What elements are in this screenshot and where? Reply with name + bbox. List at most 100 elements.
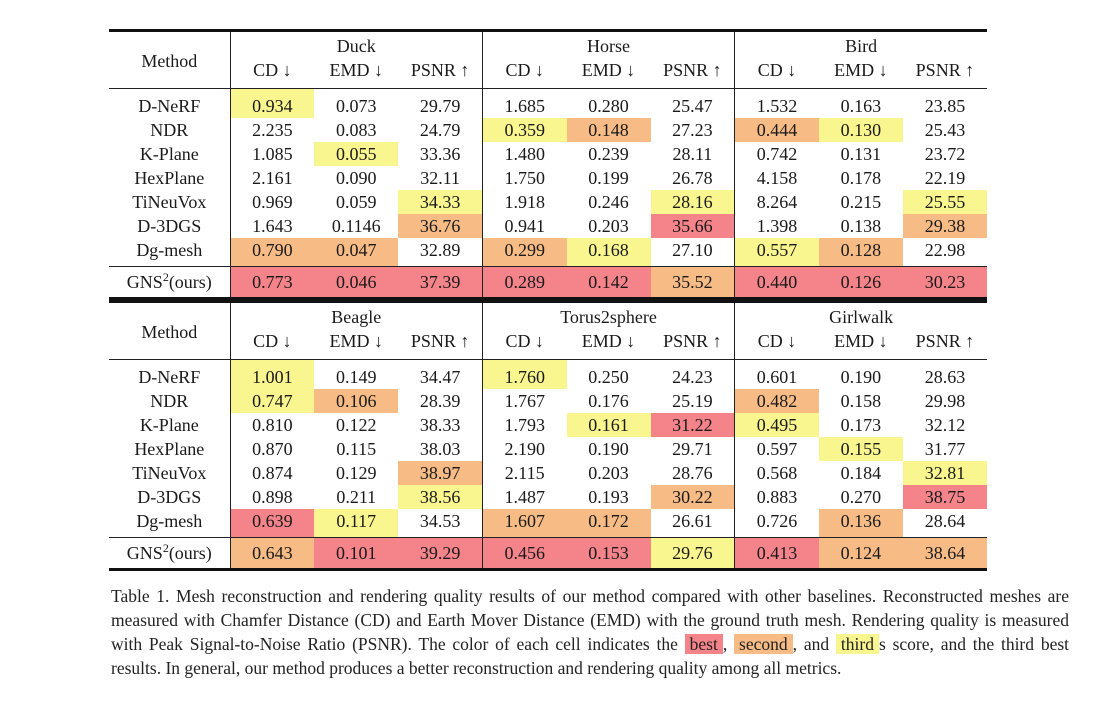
ours-method-base: GNS: [126, 271, 163, 292]
metric-header: CD ↓: [229, 58, 315, 89]
metric-header: EMD ↓: [834, 59, 888, 80]
top-rule: [109, 300, 987, 304]
ours-cell: 38.64: [902, 538, 987, 570]
metric-header: EMD ↓: [581, 59, 636, 80]
table-cell: 0.115: [336, 438, 377, 459]
dataset-header: Horse: [481, 32, 735, 58]
table-cell: 0.790: [229, 238, 315, 267]
table-row: K-Plane 1.085 0.055 33.36 1.480 0.239 28.11 0.7…: [109, 142, 987, 166]
table-cell: 1.685: [481, 89, 567, 118]
metric-header: EMD ↓: [581, 330, 636, 351]
header-rule: [109, 88, 987, 89]
table-cell: 0.969: [229, 190, 315, 214]
table-cell: 0.810: [229, 413, 315, 437]
ours-cell: 0.046: [314, 267, 399, 299]
bottom-rule: [109, 297, 987, 302]
table-cell: 0.203: [588, 462, 629, 483]
table-cell: 28.16: [650, 190, 735, 214]
table-cell: 25.43: [924, 119, 966, 140]
table-cell: 0.246: [588, 191, 629, 212]
ours-cell: 0.643: [229, 538, 315, 570]
metric-header: EMD ↓: [329, 59, 384, 80]
table-cell: 24.79: [419, 119, 461, 140]
table-cell: 32.89: [419, 239, 461, 260]
ours-row: GNS2(ours) 0.643 0.101 39.29 0.456 0.153 29.76…: [109, 538, 987, 570]
table-cell: 8.264: [734, 190, 819, 214]
table-cell: 31.22: [650, 413, 735, 437]
metric-header-row: CD ↓ EMD ↓ PSNR ↑ CD ↓ EMD ↓ PSNR ↑ CD ↓ EMD ↓ P…: [109, 329, 987, 360]
table-cell: 34.47: [419, 366, 461, 387]
table-cell: 0.898: [229, 485, 315, 509]
metric-header: CD ↓: [229, 329, 315, 360]
table-cell: 2.235: [229, 118, 315, 142]
table-cell: 0.941: [481, 214, 567, 238]
table-cell: 0.138: [840, 215, 882, 236]
table-cell: 34.53: [419, 510, 461, 531]
table-cell: 0.168: [566, 238, 651, 267]
method-header: Method: [141, 322, 198, 342]
dataset-header-row: Method Duck Horse Bird: [109, 32, 987, 71]
table-cell: 25.47: [672, 95, 713, 116]
table-cell: 0.059: [336, 191, 377, 212]
dataset-header: Bird: [734, 32, 987, 58]
ours-cell: 0.101: [314, 538, 399, 570]
table-cell: 4.158: [734, 166, 819, 190]
method-name: Dg-mesh: [136, 239, 203, 260]
ours-row: GNS2(ours) 0.773 0.046 37.39 0.289 0.142 35.52…: [109, 267, 987, 299]
table-cell: 27.10: [672, 239, 713, 260]
table-cell: 0.747: [229, 389, 315, 413]
table-cell: 0.136: [818, 509, 903, 538]
dataset-header: Girlwalk: [734, 303, 987, 329]
table-cell: 38.75: [902, 485, 987, 509]
table-cell: 35.66: [650, 214, 735, 238]
table-row: TiNeuVox 0.874 0.129 38.97 2.115 0.203 28.76 0.…: [109, 461, 987, 485]
table-cell: 0.176: [588, 390, 629, 411]
table-cell: 0.073: [336, 95, 377, 116]
ours-cell: 37.39: [398, 267, 483, 299]
method-name: D-3DGS: [137, 486, 202, 507]
ours-rule: [109, 266, 987, 267]
table-cell: 28.63: [924, 366, 966, 387]
method-name: HexPlane: [134, 438, 205, 459]
table-cell: 29.79: [419, 95, 461, 116]
table-cell: 0.359: [481, 118, 567, 142]
table-cell: 0.482: [734, 389, 819, 413]
method-name: D-NeRF: [138, 366, 201, 387]
table-cell: 2.161: [229, 166, 315, 190]
table-cell: 0.444: [734, 118, 819, 142]
dataset-header-row: Method Beagle Torus2sphere Girlwalk: [109, 303, 987, 342]
ours-method-sup: 2: [162, 269, 169, 284]
table-cell: 0.495: [734, 413, 819, 437]
table-cell: 0.883: [734, 485, 819, 509]
table-cell: 28.76: [672, 462, 713, 483]
table-cell: 1.767: [481, 389, 567, 413]
table-cell: 1.607: [481, 509, 567, 538]
ours-method-base: GNS: [126, 542, 163, 563]
table-cell: 0.172: [566, 509, 651, 538]
table-cell: 28.64: [924, 510, 966, 531]
table-cell: 0.178: [840, 167, 882, 188]
table-cell: 1.918: [481, 190, 567, 214]
ours-method-name: GNS2(ours): [109, 267, 230, 299]
ours-cell: 0.289: [481, 267, 567, 299]
table-cell: 1.001: [229, 360, 315, 389]
table-panel-bottom: Method Beagle Torus2sphere Girlwalk CD ↓ EMD …: [109, 300, 987, 572]
table-cell: 0.270: [840, 486, 882, 507]
caption-text-1: Mesh reconstruction and rendering qualit…: [111, 586, 1069, 654]
ours-method-suffix: (ours): [168, 271, 212, 292]
table-cell: 0.090: [336, 167, 377, 188]
method-name: HexPlane: [134, 167, 205, 188]
table-cell: 0.173: [840, 414, 882, 435]
table-row: D-3DGS 1.643 0.1146 36.76 0.941 0.203 35.66 1.3…: [109, 214, 987, 238]
metric-header: CD ↓: [734, 58, 819, 89]
table-cell: 0.199: [588, 167, 629, 188]
table-cell: 1.793: [481, 413, 567, 437]
ours-cell: 0.126: [818, 267, 903, 299]
table-cell: 0.055: [314, 142, 399, 166]
ours-cell: 29.76: [650, 538, 735, 570]
header-rule: [109, 359, 987, 360]
ours-cell: 39.29: [398, 538, 483, 570]
ours-cell: 0.773: [229, 267, 315, 299]
metric-header: CD ↓: [481, 58, 567, 89]
ours-cell: 30.23: [902, 267, 987, 299]
